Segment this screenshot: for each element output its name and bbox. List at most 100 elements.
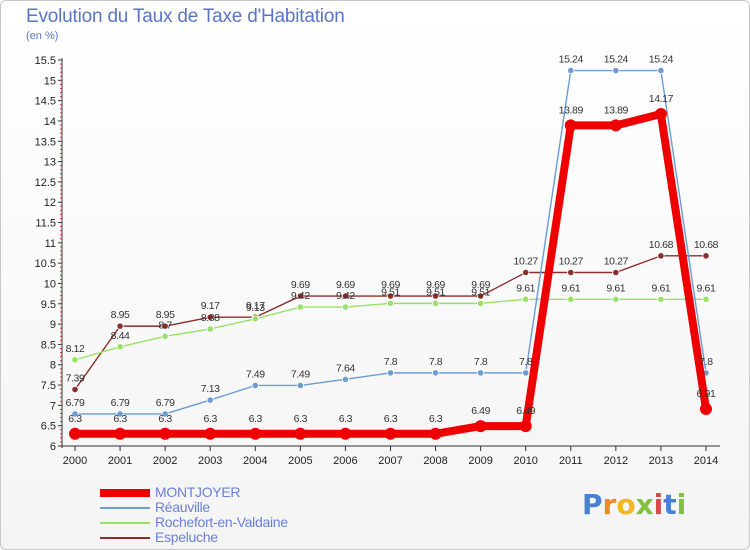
y-tick-label: 15: [44, 75, 56, 87]
data-label: 10.27: [559, 256, 584, 268]
y-tick-label: 14.5: [35, 96, 56, 108]
data-label: 15.24: [559, 54, 584, 66]
data-label: 9.17: [246, 300, 265, 312]
data-label: 7.8: [474, 356, 488, 368]
y-tick-label: 15.5: [35, 55, 56, 67]
x-tick-label: 2012: [604, 455, 628, 467]
chart-title: Evolution du Taux de Taxe d'Habitation: [26, 6, 345, 27]
data-point: [657, 252, 665, 260]
legend-label: MONTJOYER: [155, 484, 241, 500]
x-tick-label: 2010: [513, 455, 537, 467]
data-point: [206, 325, 214, 333]
data-label: 10.27: [604, 256, 629, 268]
data-point: [71, 356, 79, 364]
data-point: [699, 403, 712, 416]
data-point: [612, 66, 620, 75]
data-label: 9.17: [201, 300, 220, 312]
logo-letter: r: [602, 488, 617, 521]
data-label: 6.3: [158, 413, 172, 425]
data-label: 8.88: [201, 312, 220, 324]
data-label: 6.3: [384, 413, 398, 425]
data-point: [71, 410, 79, 418]
data-label: 14.17: [649, 93, 674, 105]
data-label: 9.61: [697, 282, 716, 294]
data-point: [251, 381, 259, 390]
data-point: [114, 427, 127, 440]
data-label: 9.69: [336, 279, 355, 291]
y-tick-label: 10: [44, 278, 56, 290]
data-label: 6.79: [66, 397, 85, 409]
data-point: [386, 369, 395, 377]
data-point: [341, 375, 350, 383]
data-point: [567, 268, 575, 277]
data-point: [341, 292, 350, 300]
chart-subtitle: (en %): [26, 30, 59, 42]
data-point: [522, 295, 530, 303]
data-label: 6.3: [339, 413, 353, 425]
x-tick-label: 2007: [378, 455, 402, 467]
data-label: 6.91: [697, 388, 716, 400]
data-point: [386, 292, 395, 300]
data-label: 15.24: [649, 54, 674, 66]
logo-letter: t: [663, 488, 677, 521]
x-tick-label: 2008: [423, 455, 447, 467]
data-point: [206, 396, 214, 404]
data-point: [161, 410, 169, 418]
data-point: [116, 343, 124, 351]
data-label: 10.68: [649, 239, 674, 251]
data-label: 10.68: [694, 239, 719, 251]
logo-letter: i: [676, 488, 687, 521]
data-label: 6.79: [111, 397, 130, 409]
legend-label: Réauville: [155, 499, 210, 515]
data-label: 8.95: [156, 309, 175, 321]
legend-item: Rochefort-en-Valdaine: [100, 514, 360, 530]
data-point: [519, 420, 532, 433]
y-tick-label: 8.5: [41, 339, 56, 351]
data-label: 9.51: [426, 286, 445, 298]
data-label: 7.8: [519, 356, 533, 368]
legend-item: Réauville: [100, 499, 360, 515]
y-tick-label: 6: [50, 441, 56, 453]
data-label: 7.13: [201, 383, 220, 395]
data-point: [116, 410, 124, 418]
data-label: 7.39: [66, 373, 85, 385]
y-tick-label: 7.5: [41, 380, 56, 392]
data-label: 8.7: [158, 319, 172, 331]
data-label: 7.49: [291, 368, 310, 380]
x-tick-label: 2000: [63, 455, 87, 467]
data-label: 10.27: [514, 256, 539, 268]
y-tick-label: 12.5: [35, 177, 56, 189]
y-tick-label: 13: [44, 157, 56, 169]
data-label: 6.3: [68, 413, 82, 425]
data-label: 8.95: [111, 309, 130, 321]
data-point: [564, 119, 577, 132]
data-point: [384, 427, 397, 440]
data-label: 9.51: [381, 286, 400, 298]
data-label: 9.61: [516, 282, 535, 294]
x-tick-label: 2006: [333, 455, 357, 467]
data-point: [431, 299, 440, 307]
data-label: 9.51: [471, 286, 490, 298]
y-tick-label: 11.5: [35, 218, 56, 230]
data-point: [477, 292, 485, 300]
y-tick-label: 11: [45, 238, 56, 250]
data-point: [296, 303, 304, 311]
logo-letter: P: [582, 488, 603, 521]
data-point: [339, 427, 352, 440]
data-point: [567, 66, 575, 75]
logo-letter: o: [616, 488, 636, 521]
x-tick-label: 2009: [468, 455, 492, 467]
legend-swatch: [100, 507, 150, 509]
data-point: [161, 332, 169, 340]
data-label: 9.42: [291, 290, 310, 302]
logo-letter: i: [653, 488, 664, 521]
data-point: [431, 369, 440, 377]
data-label: 6.49: [471, 405, 490, 417]
x-tick-label: 2002: [153, 455, 177, 467]
data-label: 7.64: [336, 362, 355, 374]
y-tick-label: 6.5: [41, 421, 56, 433]
legend-item: MONTJOYER: [100, 484, 360, 500]
data-label: 6.49: [516, 405, 535, 417]
y-tick-label: 14: [44, 116, 56, 128]
